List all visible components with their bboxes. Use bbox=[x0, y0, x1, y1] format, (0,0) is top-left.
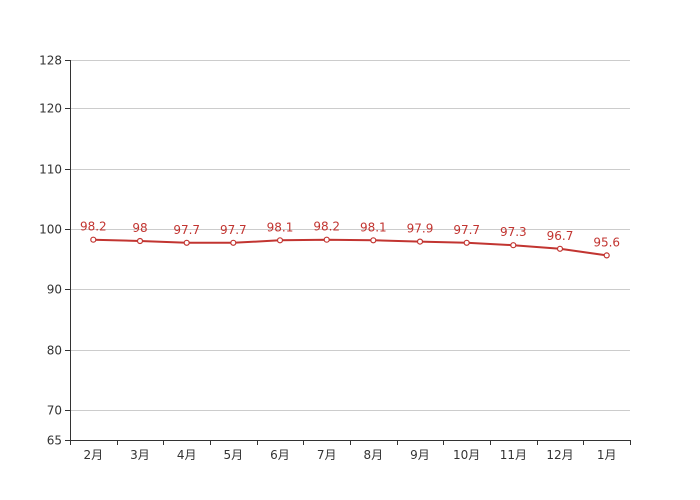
data-point[interactable] bbox=[276, 237, 284, 244]
x-tick-label: 9月 bbox=[410, 448, 430, 462]
data-label: 97.7 bbox=[453, 223, 480, 237]
x-tick-label: 5月 bbox=[224, 448, 244, 462]
y-tick-label: 128 bbox=[39, 54, 62, 68]
x-tick-label: 11月 bbox=[500, 448, 527, 462]
data-label: 98.1 bbox=[360, 220, 387, 234]
data-point[interactable] bbox=[90, 236, 97, 243]
x-tick-label: 10月 bbox=[453, 448, 480, 462]
data-point[interactable] bbox=[136, 237, 144, 245]
data-point[interactable] bbox=[463, 239, 470, 246]
grid bbox=[70, 60, 630, 411]
y-tick-label: 90 bbox=[47, 283, 62, 297]
data-label: 97.7 bbox=[220, 223, 247, 237]
x-tick-label: 8月 bbox=[364, 448, 384, 462]
y-tick-label: 100 bbox=[39, 223, 62, 237]
data-labels: 98.2 98 97.7 97.7 98.1 98.2 98.1 97.9 97.7 97.3 96… bbox=[80, 220, 620, 250]
data-label: 98.2 bbox=[80, 220, 107, 234]
axes: 65 70 80 90 100 110 120 128 2月 3月 4月 5月 6月 7月 8月 9月 10月 1… bbox=[39, 54, 631, 462]
data-label: 97.7 bbox=[173, 223, 200, 237]
data-point[interactable] bbox=[510, 242, 517, 249]
data-label: 95.6 bbox=[593, 235, 620, 249]
y-tick-label: 110 bbox=[39, 163, 62, 177]
data-label: 98.2 bbox=[313, 220, 340, 234]
data-label: 96.7 bbox=[547, 229, 574, 243]
x-tick-label: 3月 bbox=[130, 448, 150, 462]
data-label: 97.3 bbox=[500, 225, 527, 239]
y-tick-label: 65 bbox=[47, 434, 62, 448]
series-line bbox=[93, 238, 607, 257]
x-tick-label: 4月 bbox=[177, 448, 197, 462]
x-tick-label: 7月 bbox=[317, 448, 337, 462]
data-label: 97.9 bbox=[407, 222, 434, 236]
x-tick-label: 2月 bbox=[84, 448, 104, 462]
y-tick-label: 80 bbox=[47, 344, 62, 358]
y-tick-label: 120 bbox=[39, 102, 62, 116]
x-tick-label: 6月 bbox=[270, 448, 290, 462]
data-point[interactable] bbox=[230, 239, 237, 246]
data-point[interactable] bbox=[556, 245, 564, 252]
data-point[interactable] bbox=[603, 252, 610, 259]
data-point[interactable] bbox=[370, 237, 377, 244]
x-tick-label: 1月 bbox=[597, 448, 617, 462]
data-point[interactable] bbox=[323, 236, 330, 243]
data-point[interactable] bbox=[183, 239, 190, 246]
y-tick-label: 70 bbox=[47, 404, 62, 418]
x-tick-label: 12月 bbox=[546, 448, 573, 462]
data-label: 98 bbox=[132, 221, 147, 235]
series bbox=[90, 236, 610, 259]
data-point[interactable] bbox=[416, 238, 424, 245]
data-label: 98.1 bbox=[267, 220, 294, 234]
